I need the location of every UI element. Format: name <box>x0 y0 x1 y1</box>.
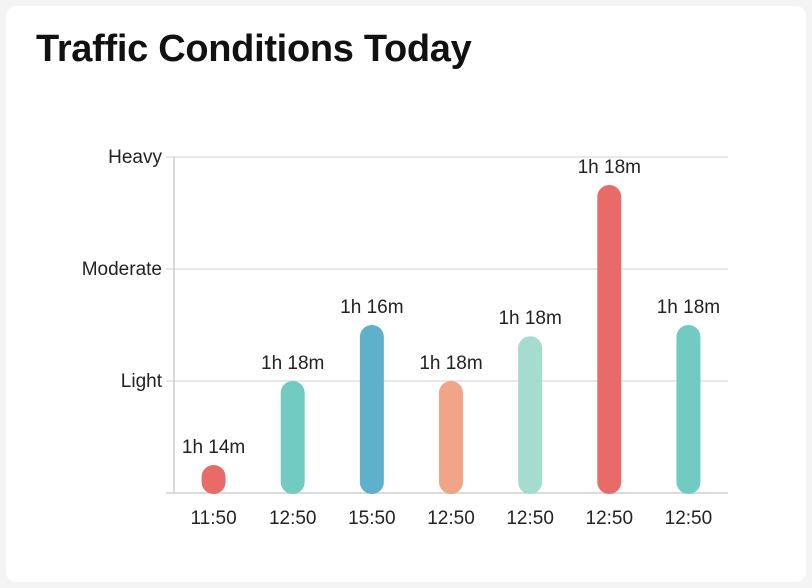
data-label-1: 1h 14m <box>182 437 245 458</box>
chart-card: Traffic Conditions Today <box>6 6 806 582</box>
y-tick-label-moderate: Moderate <box>82 259 162 280</box>
data-label-7: 1h 18m <box>657 297 720 318</box>
x-tick-label-5: 12:50 <box>506 508 554 529</box>
bar-1 <box>201 465 226 494</box>
x-tick-label-6: 12:50 <box>586 508 634 529</box>
bar-5 <box>518 336 543 494</box>
bar-4 <box>439 381 463 494</box>
x-tick-label-1: 11:50 <box>191 508 237 529</box>
bar-7 <box>676 325 701 494</box>
x-tick-label-2: 12:50 <box>269 508 317 529</box>
chart-title: Traffic Conditions Today <box>36 28 472 70</box>
data-label-4: 1h 18m <box>419 353 482 374</box>
x-tick-label-4: 12:50 <box>427 508 475 529</box>
data-label-3: 1h 16m <box>340 297 403 318</box>
data-label-5: 1h 18m <box>498 308 561 329</box>
y-tick-label-heavy: Heavy <box>108 147 162 168</box>
bar-6 <box>597 185 622 494</box>
y-tick-label-light: Light <box>121 371 163 392</box>
bar-3 <box>359 325 384 494</box>
data-label-6: 1h 18m <box>578 157 641 178</box>
data-label-2: 1h 18m <box>261 353 324 374</box>
bar-2 <box>280 381 305 494</box>
x-tick-label-7: 12:50 <box>665 508 713 529</box>
x-tick-label-3: 15:50 <box>348 508 396 529</box>
